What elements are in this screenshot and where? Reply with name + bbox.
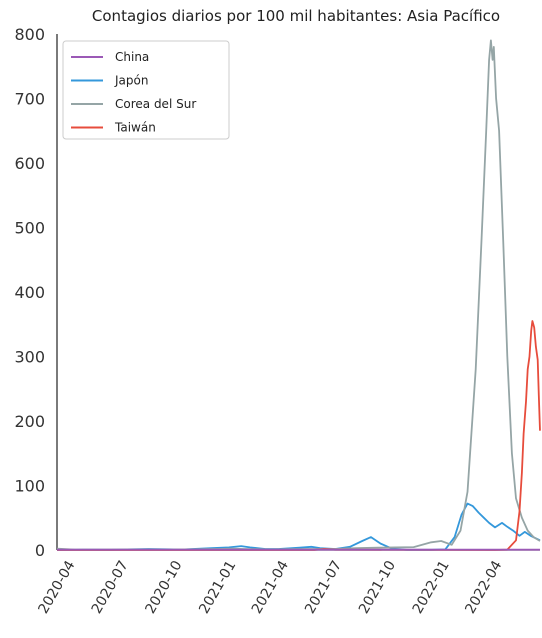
x-tick-label: 2021-04 <box>249 558 292 617</box>
y-tick-label: 0 <box>35 541 45 560</box>
y-tick-label: 100 <box>14 477 45 496</box>
y-tick-label: 300 <box>14 348 45 367</box>
x-tick-label: 2022-04 <box>462 558 505 617</box>
legend: China Japón Corea del Sur Taiwán <box>62 40 230 140</box>
legend-box <box>62 40 230 140</box>
x-axis: 2020-04 2020-07 2020-10 2021-01 2021-04 2021-… <box>35 549 540 617</box>
y-tick-label: 500 <box>14 219 45 238</box>
x-tick-label: 2020-07 <box>89 558 132 617</box>
x-tick-label: 2020-10 <box>142 558 185 617</box>
legend-label: Taiwán <box>114 121 156 135</box>
x-tick-label: 2021-01 <box>196 558 239 617</box>
chart-title: Contagios diarios por 100 mil habitantes… <box>92 7 500 25</box>
series-layer <box>56 39 541 551</box>
series-line-taiwan <box>57 320 541 551</box>
y-tick-label: 400 <box>14 283 45 302</box>
y-axis: 0 100 200 300 400 500 600 700 800 <box>14 25 58 560</box>
x-tick-label: 2021-07 <box>302 558 345 617</box>
legend-label: China <box>115 50 149 64</box>
y-tick-label: 800 <box>14 25 45 44</box>
series-line-japon <box>56 502 541 551</box>
y-tick-label: 700 <box>14 90 45 109</box>
y-tick-label: 600 <box>14 154 45 173</box>
legend-label: Corea del Sur <box>115 97 196 111</box>
x-tick-label: 2022-01 <box>410 558 453 617</box>
legend-label: Japón <box>114 74 148 88</box>
x-tick-label: 2021-10 <box>356 558 399 617</box>
y-tick-label: 200 <box>14 412 45 431</box>
x-tick-label: 2020-04 <box>35 558 78 617</box>
